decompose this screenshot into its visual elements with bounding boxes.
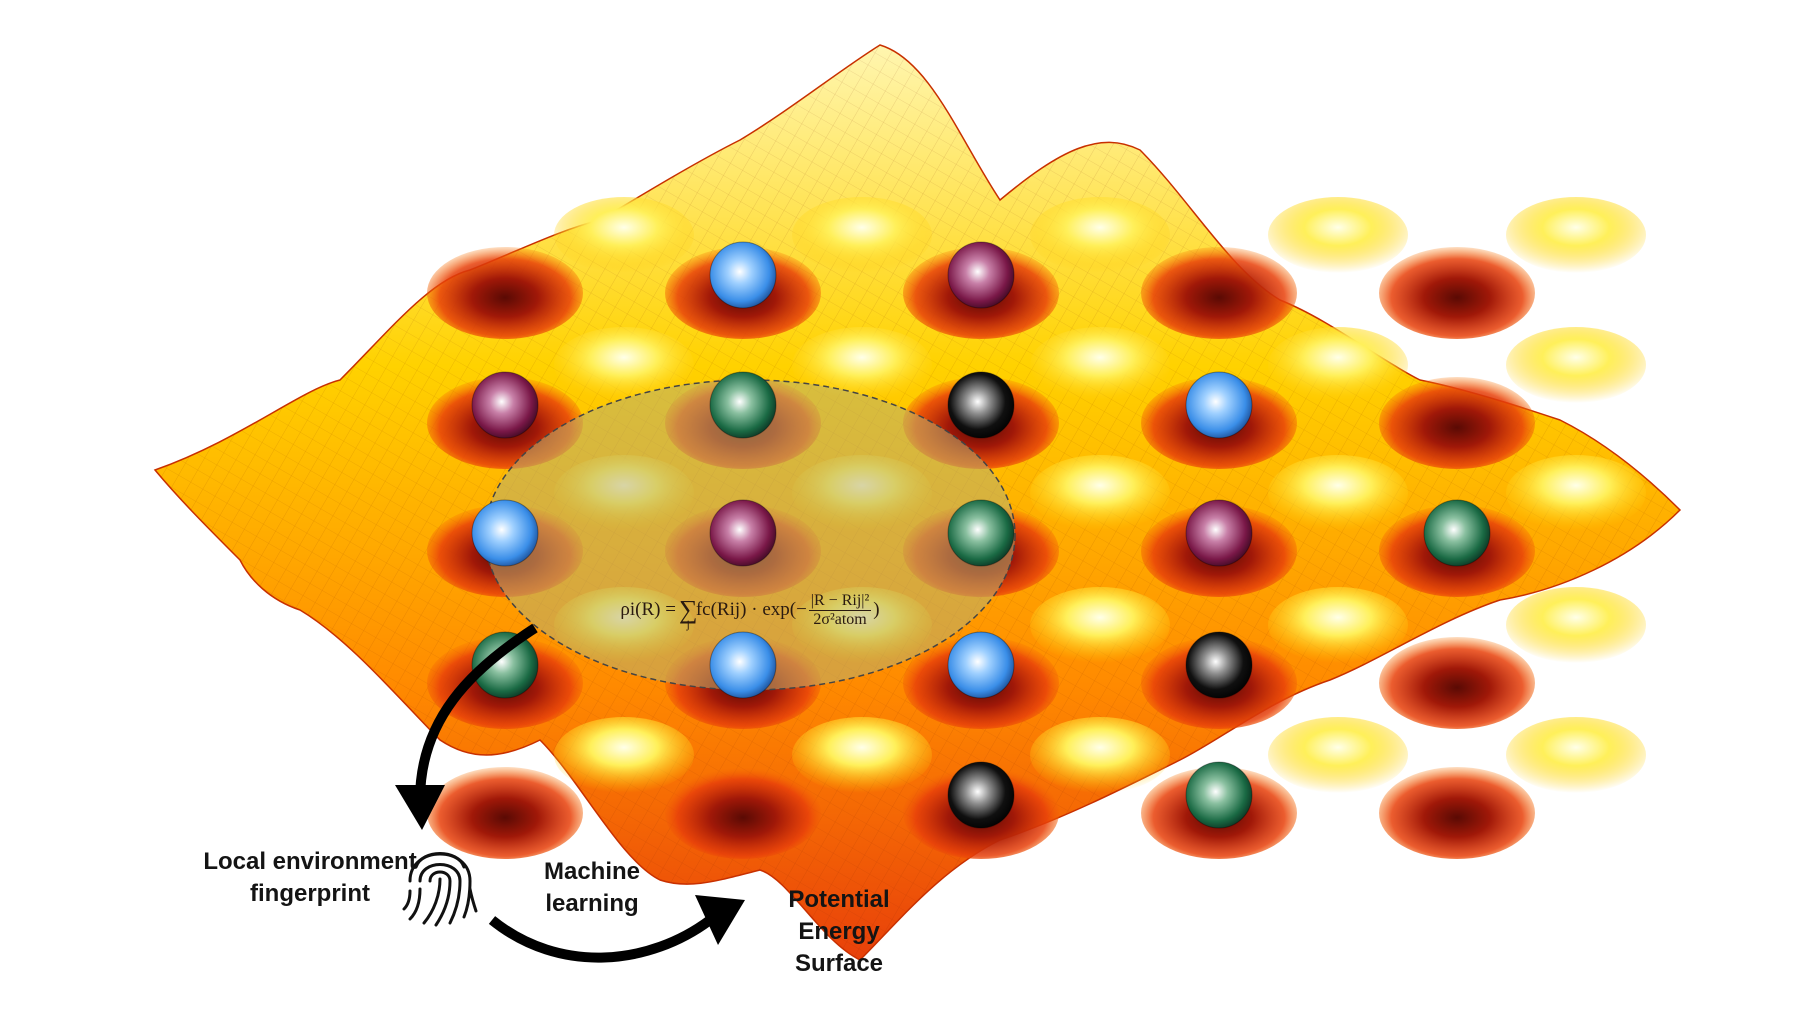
atom-blue bbox=[947, 631, 1015, 699]
arrow-to-fingerprint bbox=[415, 623, 538, 801]
density-formula: ρi(R) = ∑ j fc(Rij) · exp(− |R − Rij|² 2… bbox=[560, 580, 940, 640]
surface-ridge bbox=[1030, 717, 1170, 793]
surface-ridge bbox=[1030, 455, 1170, 531]
surface-ridge bbox=[1030, 327, 1170, 403]
arrowhead-right bbox=[695, 895, 745, 945]
atom-purple bbox=[1185, 499, 1253, 567]
surface-ridge bbox=[554, 717, 694, 793]
surface-ridge bbox=[792, 327, 932, 403]
atom-blue bbox=[709, 241, 777, 309]
surface-ridge bbox=[1268, 717, 1408, 793]
surface-ridge bbox=[554, 197, 694, 273]
atom-black bbox=[1185, 631, 1253, 699]
atom-purple bbox=[709, 499, 777, 567]
surface-well bbox=[427, 247, 583, 339]
atom-blue bbox=[709, 631, 777, 699]
arrow-to-surface bbox=[488, 915, 713, 963]
surface-well bbox=[427, 767, 583, 859]
local-environment-line-2: fingerprint bbox=[250, 880, 370, 907]
formula-sum: ∑ bbox=[678, 595, 698, 624]
surface-well bbox=[1379, 767, 1535, 859]
atom-green bbox=[1185, 761, 1253, 829]
formula-lhs: ρi(R) = bbox=[620, 599, 676, 620]
surface-well bbox=[1379, 637, 1535, 729]
surface-ridge bbox=[1506, 717, 1646, 793]
surface-ridge bbox=[1268, 197, 1408, 273]
formula-numerator: |R − Rij|² bbox=[808, 591, 872, 611]
machine-learning-label: Machine learning bbox=[512, 856, 672, 920]
atom-blue bbox=[471, 499, 539, 567]
surface-wells bbox=[427, 247, 1535, 859]
formula-fraction: |R − Rij|² 2σ²atom bbox=[808, 591, 872, 629]
machine-learning-line-2: learning bbox=[545, 890, 639, 917]
formula-denominator: 2σ²atom bbox=[813, 610, 867, 628]
surface-ridge bbox=[1506, 327, 1646, 403]
surface-ridge bbox=[1506, 197, 1646, 273]
formula-sum-index: j bbox=[686, 616, 690, 631]
atom-blue bbox=[1185, 371, 1253, 439]
atom-black bbox=[947, 761, 1015, 829]
surface-ridge bbox=[1268, 587, 1408, 663]
formula-close: ) bbox=[873, 599, 880, 620]
surface-well bbox=[1379, 247, 1535, 339]
atom-black bbox=[947, 371, 1015, 439]
surface-ridge bbox=[792, 717, 932, 793]
atom-green bbox=[947, 499, 1015, 567]
surface-well bbox=[1379, 377, 1535, 469]
surface-ridge bbox=[792, 197, 932, 273]
atom-green bbox=[1423, 499, 1491, 567]
pes-line-1: Potential bbox=[788, 886, 890, 913]
atom-purple bbox=[947, 241, 1015, 309]
surface-ridge bbox=[1030, 587, 1170, 663]
local-environment-label: Local environment fingerprint bbox=[140, 846, 480, 910]
atom-purple bbox=[471, 371, 539, 439]
surface-ridge bbox=[1268, 327, 1408, 403]
atoms-layer bbox=[471, 241, 1491, 829]
fingerprint-icon bbox=[402, 852, 478, 927]
formula-term: fc(Rij) · exp(− bbox=[695, 599, 807, 620]
pes-line-3: Surface bbox=[794, 950, 884, 977]
surface-well bbox=[1141, 247, 1297, 339]
local-environment-line-1: Local environment bbox=[203, 848, 417, 875]
atom-green bbox=[709, 371, 777, 439]
surface-ridge bbox=[554, 327, 694, 403]
arrowhead-down bbox=[395, 785, 445, 830]
surface-ridge bbox=[1506, 455, 1646, 531]
surface-ridge bbox=[1506, 587, 1646, 663]
machine-learning-line-1: Machine bbox=[543, 858, 641, 885]
potential-energy-surface-label: Potential Energy Surface bbox=[754, 884, 924, 980]
surface-ridge bbox=[1268, 455, 1408, 531]
pes-line-2: Energy bbox=[798, 918, 880, 945]
atom-green bbox=[471, 631, 539, 699]
surface-ridge bbox=[1030, 197, 1170, 273]
surface-well bbox=[665, 767, 821, 859]
